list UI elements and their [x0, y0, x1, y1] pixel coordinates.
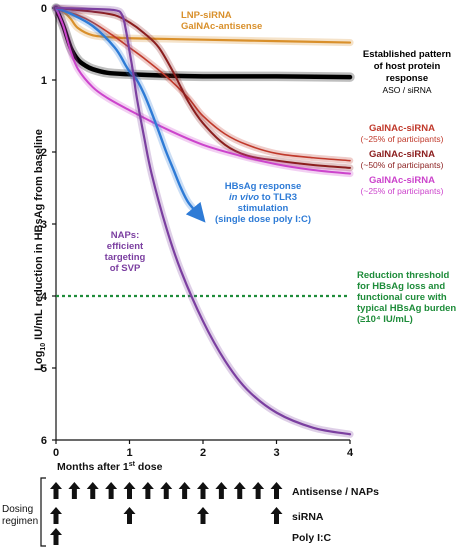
dose-arrow-icon — [270, 482, 283, 499]
dose-arrow-icon — [178, 482, 191, 499]
annotation-tlr3-2: in vivo to TLR3 — [229, 192, 297, 203]
annotation-threshold-1: Reduction threshold — [357, 270, 450, 281]
y-tick-label-2: 2 — [41, 147, 47, 159]
x-ticks: 0 1 2 3 4 — [53, 440, 354, 459]
dose-arrow-icon — [50, 507, 62, 524]
x-tick-label-2: 2 — [200, 447, 206, 459]
annotation-threshold-5: (≥10⁴ IU/mL) — [357, 314, 413, 325]
annotation-nap-2: efficient — [107, 241, 144, 252]
dose-arrow-icon — [215, 482, 228, 499]
dose-arrow-icon — [68, 482, 81, 499]
dose-arrow-icon — [233, 482, 246, 499]
annotation-nap-1: NAPs: — [111, 230, 140, 241]
series-line-tlr3 — [54, 6, 206, 223]
y-ticks: 0 1 2 3 4 5 6 — [41, 3, 56, 447]
y-tick-label-6: 6 — [41, 435, 47, 447]
x-tick-label-0: 0 — [53, 447, 59, 459]
y-axis-label: Log10 IU/mL reduction in HBsAg from base… — [33, 129, 47, 371]
dose-arrow-icon — [123, 482, 136, 499]
dose-arrow-icon — [105, 482, 118, 499]
annotation-tlr3-3: stimulation — [238, 203, 289, 214]
annotation-established-2: of host protein — [374, 61, 441, 72]
dose-arrow-icon — [252, 482, 265, 499]
y-tick-label-5: 5 — [41, 363, 47, 375]
axes: 0 1 2 3 4 5 6 0 1 2 3 4 — [41, 3, 354, 459]
annotation-threshold-2: for HBsAg loss and — [357, 281, 445, 292]
annotation-established-4: ASO / siRNA — [382, 85, 431, 95]
y-axis-label-rest: IU/mL reduction in HBsAg from baseline — [33, 129, 45, 343]
x-tick-label-3: 3 — [273, 447, 279, 459]
annotation-galnac-25a-1: GalNAc-siRNA — [369, 123, 435, 134]
x-axis-label-tail: dose — [135, 461, 163, 473]
dose-arrow-icon — [270, 507, 283, 524]
annotation-nap-3: targeting — [105, 252, 146, 263]
dosing-row-label-2: Poly I:C — [292, 532, 332, 544]
series-line-galnac25b — [55, 7, 351, 175]
annotation-tlr3-1: HBsAg response — [225, 181, 302, 192]
dosing-row-label-0: Antisense / NAPs — [292, 486, 379, 498]
series-line-nap — [54, 6, 352, 436]
x-tick-label-4: 4 — [347, 447, 354, 459]
y-tick-label-3: 3 — [41, 219, 47, 231]
dosing-rows: Antisense / NAPs siRNA Poly I:C — [50, 482, 379, 545]
y-axis-label-subscript: 10 — [40, 343, 47, 351]
series-layer — [51, 3, 355, 438]
dosing-regimen: Dosing regimen Antisense / NAPs siRNA Poly… — [2, 477, 379, 547]
annotation-galnac-25b-1: GalNAc-siRNA — [369, 175, 435, 186]
annotation-galnac-25b-2: (~25% of participants) — [361, 186, 444, 196]
annotation-nap-4: of SVP — [110, 263, 141, 274]
annotation-tlr3-4: (single dose poly I:C) — [215, 214, 311, 225]
x-tick-label-1: 1 — [126, 447, 132, 459]
dose-arrow-icon — [197, 482, 209, 499]
dosing-row-label-1: siRNA — [292, 511, 324, 523]
dose-arrow-icon — [50, 528, 62, 545]
dose-arrow-icon — [141, 482, 154, 499]
series-line-established — [53, 5, 353, 80]
annotation-galnac-antisense: GalNAc-antisense — [181, 21, 262, 32]
annotation-lnp-siRNA: LNP-siRNA — [181, 10, 232, 21]
y-tick-label-0: 0 — [41, 3, 47, 15]
x-axis-label-main: Months after 1 — [57, 461, 129, 473]
dose-arrow-icon — [123, 507, 136, 524]
dose-arrow-icon — [160, 482, 173, 499]
dosing-title-2: regimen — [2, 516, 38, 527]
dosing-bracket — [40, 477, 46, 547]
annotation-galnac-50-2: (~50% of participants) — [361, 160, 444, 170]
annotation-tlr3-2b: to TLR3 — [259, 192, 297, 203]
x-axis-label-sup: st — [129, 461, 136, 468]
annotations: LNP-siRNA GalNAc-antisense Established p… — [105, 10, 457, 325]
annotation-threshold-3: functional cure with — [357, 292, 447, 303]
dose-arrow-icon — [50, 482, 62, 499]
x-axis-label: Months after 1st dose — [57, 461, 163, 473]
dose-arrow-icon — [86, 482, 99, 499]
annotation-established-3: response — [386, 73, 428, 84]
annotation-galnac-25a-2: (~25% of participants) — [361, 134, 444, 144]
y-tick-label-4: 4 — [41, 291, 48, 303]
annotation-threshold-4: typical HBsAg burden — [357, 303, 456, 314]
dose-arrow-icon — [197, 507, 209, 524]
y-tick-label-1: 1 — [41, 75, 47, 87]
annotation-galnac-50-1: GalNAc-siRNA — [369, 149, 435, 160]
y-axis-label-prefix: Log — [33, 351, 45, 371]
dosing-title-1: Dosing — [2, 504, 33, 515]
annotation-established-1: Established pattern — [363, 49, 451, 60]
series-line-galnac50 — [55, 7, 351, 169]
annotation-tlr3-2a: in vivo — [229, 192, 259, 203]
series-line-galnac25a — [55, 7, 351, 162]
